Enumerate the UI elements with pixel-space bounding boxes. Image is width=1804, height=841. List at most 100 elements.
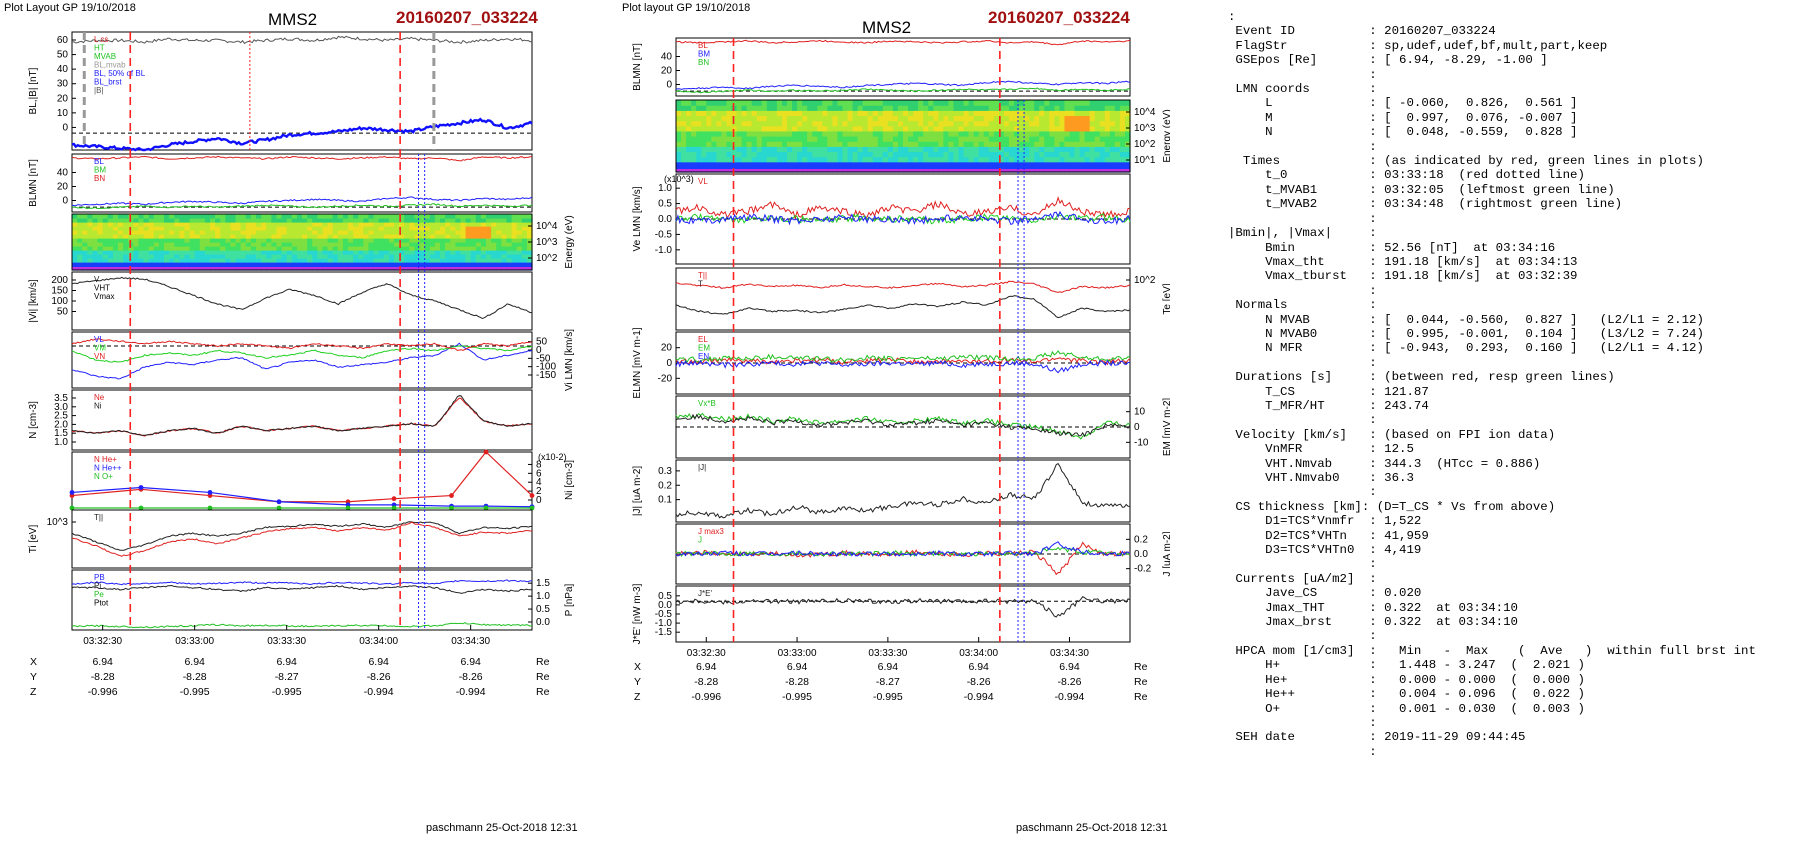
spectrogram-cell (822, 115, 828, 122)
spectrogram-cell (903, 156, 909, 163)
spectrogram-cell (1008, 161, 1015, 168)
y-tick-label: 20 (57, 182, 69, 193)
spectrogram-cell (332, 230, 339, 235)
spectrogram-cell (204, 214, 211, 219)
spectrogram-cell (266, 226, 272, 231)
spectrogram-cell (138, 242, 145, 247)
spectrogram-cell (317, 222, 324, 227)
spectrogram-cell (77, 226, 83, 231)
spectrogram-cell (701, 125, 707, 132)
spectrogram-cell (847, 105, 854, 111)
spectrogram-cell (220, 250, 226, 255)
spectrogram-cell (475, 238, 482, 243)
summary-line: : (1228, 211, 1377, 226)
spectrogram-cell (721, 125, 728, 132)
spectrogram-cell (721, 110, 728, 117)
spectrogram-cell (923, 156, 929, 163)
spectrogram-cell (378, 242, 385, 247)
spectrogram-cell (1049, 120, 1055, 127)
spectrogram-cell (943, 161, 949, 168)
series-line-green (675, 412, 1131, 440)
spectrogram-cell (943, 141, 949, 147)
event-summary-text: : Event ID : 20160207_033224 FlagStr : s… (1228, 10, 1798, 790)
spectrogram-cell (1104, 151, 1111, 158)
spectrogram-cell (342, 258, 349, 263)
spectrogram-cell (511, 242, 518, 247)
spectrogram-cell (97, 238, 104, 243)
spectrogram-cell (256, 238, 262, 243)
spectrogram-cell (1064, 105, 1071, 111)
spectrogram-cell (353, 222, 359, 227)
spectrogram-cell (1003, 161, 1010, 168)
y-tick-label: -50 (536, 353, 551, 364)
spectrogram-cell (1119, 105, 1126, 111)
spectrogram-cell (993, 146, 1000, 153)
spectrogram-cell (383, 262, 390, 267)
spectrogram-cell (138, 246, 145, 251)
series-line-|Vi| (71, 276, 533, 320)
spectrogram-cell (1064, 161, 1071, 168)
y-tick-label: 0.3 (658, 466, 672, 477)
spectrogram-cell (235, 242, 242, 247)
spectrogram-cell (903, 136, 909, 142)
spectrogram-cell (394, 226, 400, 231)
spectrogram-cell (872, 151, 879, 158)
spectrogram-cell (736, 161, 743, 168)
series-line-BL (71, 117, 533, 152)
spectrogram-cell (812, 151, 818, 158)
spectrogram-cell (842, 115, 849, 122)
spectrogram-cell (414, 222, 421, 227)
scale-note: (x10-2) (538, 452, 567, 462)
spectrogram-cell (1114, 115, 1121, 122)
spectrogram-cell (363, 250, 370, 255)
spectrogram-cell (153, 258, 160, 263)
x-tick-label: 03:34:30 (451, 636, 490, 647)
spectrogram-cell (434, 234, 441, 239)
spectrogram-cell (148, 226, 155, 231)
spectrogram-cell (1003, 125, 1010, 132)
spectrogram-cell (501, 214, 508, 219)
spectrogram-cell (72, 238, 78, 243)
spectrogram-cell (1124, 125, 1131, 132)
spectrogram-cell (736, 100, 743, 106)
spectrogram-cell (302, 222, 308, 227)
spectrogram-cell (332, 238, 339, 243)
spectrogram-cell (973, 161, 980, 168)
spectrogram-cell (460, 234, 467, 239)
panel-frame (71, 451, 533, 509)
spectrogram-cell (291, 250, 298, 255)
legend-entry: N O+ (94, 472, 113, 481)
spectrogram-cell (1059, 105, 1066, 111)
spectrogram-cell (368, 226, 375, 231)
spectrogram-cell (256, 262, 262, 267)
spectrogram-cell (943, 130, 949, 137)
y-axis-label: Ni [cm-3] (564, 460, 575, 500)
spectrogram-cell (496, 222, 502, 227)
spectrogram-cell (1029, 156, 1035, 163)
spectrogram-cell (409, 250, 416, 255)
spectrogram-cell (751, 141, 758, 147)
spectrogram-cell (179, 226, 186, 231)
spectrogram-cell (963, 115, 970, 122)
spectrogram-cell (164, 262, 170, 267)
spectrogram-cell (766, 125, 773, 132)
spectrogram-cell (296, 226, 303, 231)
spectrogram-cell (337, 214, 344, 219)
spectrogram-cell (1084, 120, 1091, 127)
spectrogram-cell (741, 136, 748, 142)
spectrogram-cell (1039, 156, 1045, 163)
spectrogram-cell (807, 146, 813, 153)
spectrogram-cell (766, 146, 773, 153)
spectrogram-cell (399, 254, 405, 259)
spectrogram-cell (82, 234, 88, 239)
spectrogram-cell (1089, 146, 1096, 153)
spectrogram-cell (968, 141, 975, 147)
spectrogram-cell (102, 258, 109, 263)
spectrogram-cell (399, 246, 405, 251)
spectrogram-cell (465, 262, 472, 267)
legend-entry: VN (94, 352, 105, 361)
spectrogram-cell (1074, 141, 1081, 147)
spectrogram-cell (496, 258, 502, 263)
spectrogram-cell (938, 115, 944, 122)
summary-line: : (1228, 10, 1236, 24)
